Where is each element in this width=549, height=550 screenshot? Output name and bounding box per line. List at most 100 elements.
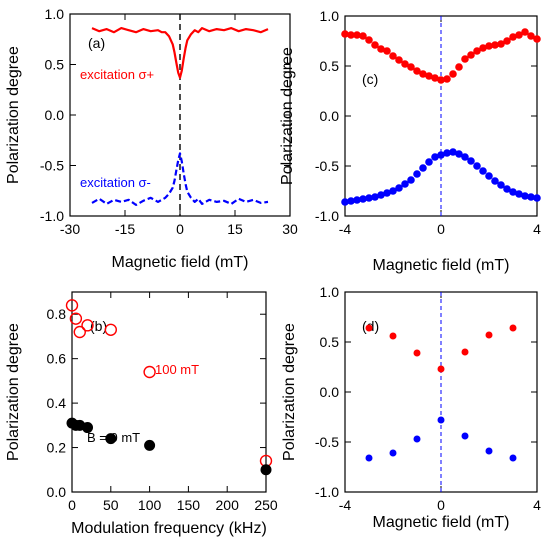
panel-d: -1.0 -0.5 0.0 0.5 1.0 -4 0 4 Polarization degree… [281, 284, 541, 531]
data-point [479, 167, 487, 175]
data-point [371, 193, 379, 201]
data-point [389, 187, 397, 195]
data-point [353, 196, 361, 204]
data-point [341, 198, 349, 206]
x-tick-label: -15 [115, 221, 135, 237]
data-point [104, 323, 118, 336]
data-point [443, 75, 451, 83]
data-point [105, 433, 117, 445]
y-tick-label: 1.0 [320, 8, 340, 24]
data-point [527, 32, 535, 40]
x-tick-label: 100 [138, 497, 162, 513]
data-point [509, 188, 517, 196]
data-point [413, 349, 421, 357]
data-point [461, 348, 469, 356]
data-point [395, 184, 403, 192]
y-axis-label: Polarization degree [5, 46, 22, 184]
data-point [419, 164, 427, 172]
data-point [503, 37, 511, 45]
data-point [389, 52, 397, 60]
x-tick-label: 4 [533, 221, 541, 237]
data-point [485, 42, 493, 50]
data-point [359, 32, 367, 40]
data-point [479, 44, 487, 52]
data-point [473, 47, 481, 55]
data-point [365, 194, 373, 202]
data-point [521, 28, 529, 36]
y-tick-label: 1.0 [320, 284, 340, 300]
data-point [533, 194, 541, 202]
data-point [449, 148, 457, 156]
data-point [509, 33, 517, 41]
panel-label: (b) [90, 318, 107, 334]
y-tick-label: 0.5 [45, 57, 65, 73]
x-tick-label: 4 [533, 497, 541, 513]
y-tick-label: 0.8 [47, 306, 67, 322]
y-tick-label: -1.0 [40, 208, 64, 224]
y-tick-label: 1.0 [45, 6, 65, 22]
data-point [143, 365, 156, 379]
data-point [407, 176, 415, 184]
data-point [383, 47, 391, 55]
data-point [365, 454, 373, 462]
data-point [425, 158, 433, 166]
x-axis-label: Magnetic field (mT) [373, 514, 510, 531]
data-point [359, 195, 367, 203]
y-tick-label: -1.0 [315, 484, 339, 500]
data-point [347, 31, 355, 39]
y-axis-label: Polarization degree [5, 323, 22, 461]
x-tick-label: 250 [254, 497, 278, 513]
panel-a: -1.0 -0.5 0.0 0.5 1.0 -30 -15 0 15 30 Polarization… [5, 6, 298, 271]
data-point [419, 70, 427, 78]
x-tick-label: 0 [176, 221, 184, 237]
data-point [491, 41, 499, 49]
data-point [437, 76, 445, 84]
data-point [365, 36, 373, 44]
data-point [401, 180, 409, 188]
data-point [455, 150, 463, 158]
data-point [461, 55, 469, 63]
data-point [353, 31, 361, 39]
x-tick-label: -4 [339, 497, 352, 513]
y-tick-label: 0.2 [47, 440, 67, 456]
data-point [341, 30, 349, 38]
data-point [144, 439, 156, 451]
x-tick-label: 0 [437, 497, 445, 513]
y-tick-label: 0.0 [320, 108, 340, 124]
data-point [377, 45, 385, 53]
data-point [395, 56, 403, 64]
x-tick-label: 150 [177, 497, 201, 513]
y-tick-label: 0.5 [320, 58, 340, 74]
data-point [443, 149, 451, 157]
data-point [437, 365, 445, 373]
series-line-sigma-minus [91, 152, 269, 206]
data-point [497, 181, 505, 189]
data-point [509, 324, 517, 332]
data-point [389, 449, 397, 457]
annotation: 100 mT [155, 362, 199, 377]
data-point [365, 324, 373, 332]
x-tick-label: 50 [103, 497, 119, 513]
x-axis-label: Magnetic field (mT) [112, 254, 249, 271]
data-point [371, 41, 379, 49]
data-point [485, 447, 493, 455]
data-point [413, 170, 421, 178]
x-axis-label: Magnetic field (mT) [373, 257, 510, 274]
y-tick-label: 0.4 [47, 395, 67, 411]
data-point [431, 74, 439, 82]
y-tick-label: 0.0 [320, 384, 340, 400]
data-point [413, 435, 421, 443]
y-tick-label: 0.6 [47, 351, 67, 367]
data-point [533, 35, 541, 43]
data-point [503, 185, 511, 193]
panel-label: (c) [362, 71, 378, 87]
y-tick-label: -0.5 [40, 158, 64, 174]
data-point [73, 325, 86, 339]
data-point [65, 299, 79, 312]
x-tick-label: 200 [216, 497, 240, 513]
panel-label: (a) [88, 35, 105, 51]
series-line-sigma-plus [91, 27, 269, 79]
data-point [431, 153, 439, 161]
panel-b: 0.0 0.2 0.4 0.6 0.8 0 50 100 150 200 250 Polarizati… [5, 291, 278, 537]
x-tick-label: 30 [282, 221, 298, 237]
